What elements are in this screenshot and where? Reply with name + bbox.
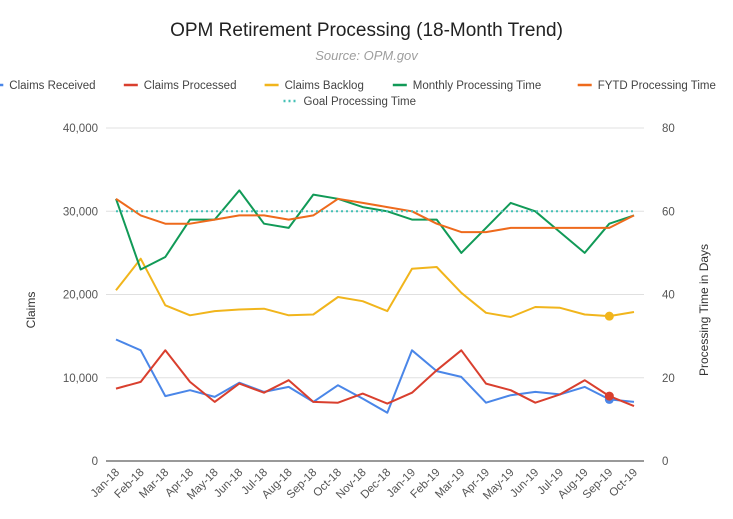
y-tick-label: 40,000 xyxy=(63,123,98,135)
y-tick-label: 30,000 xyxy=(63,206,98,218)
y2-tick-label: 0 xyxy=(662,456,668,468)
y2-tick-label: 20 xyxy=(662,373,675,385)
y-tick-label: 10,000 xyxy=(63,373,98,385)
highlight-point xyxy=(604,391,614,401)
legend-label: Goal Processing Time xyxy=(304,96,417,108)
highlight-points xyxy=(604,311,614,404)
legend-label: Claims Backlog xyxy=(285,80,364,92)
legend-label: Monthly Processing Time xyxy=(413,80,541,92)
y2-tick-label: 60 xyxy=(662,206,675,218)
x-axis: Jan-18Feb-18Mar-18Apr-18May-18Jun-18Jul-… xyxy=(89,467,640,503)
y2-tick-label: 40 xyxy=(662,290,675,302)
series-line-fytd-processing-time xyxy=(115,197,635,234)
y-axis-right: 0 20 40 60 80 xyxy=(662,123,675,468)
y2-axis-title: Processing Time in Days xyxy=(697,244,711,376)
series-line-claims-processed xyxy=(115,349,635,408)
y-axis-title: Claims xyxy=(24,292,38,329)
series-line-claims-backlog xyxy=(115,257,635,318)
chart-title: OPM Retirement Processing (18-Month Tren… xyxy=(170,20,563,41)
legend-label: Claims Processed xyxy=(144,80,237,92)
series-line-claims-received xyxy=(115,338,635,414)
legend: Claims Received Claims Processed Claims Ba… xyxy=(0,80,716,108)
x-tick-label: Oct-19 xyxy=(607,467,640,500)
series-line-monthly-processing-time xyxy=(115,189,635,271)
gridlines xyxy=(106,127,644,462)
y-tick-label: 0 xyxy=(92,456,98,468)
chart-subtitle: Source: OPM.gov xyxy=(315,48,418,63)
y-axis-left: 0 10,000 20,000 30,000 40,000 xyxy=(63,123,98,468)
y-tick-label: 20,000 xyxy=(63,290,98,302)
series-lines xyxy=(115,189,635,414)
legend-label: Claims Received xyxy=(9,80,95,92)
legend-label: FYTD Processing Time xyxy=(598,80,716,92)
y2-tick-label: 80 xyxy=(662,123,675,135)
highlight-point xyxy=(604,311,614,321)
